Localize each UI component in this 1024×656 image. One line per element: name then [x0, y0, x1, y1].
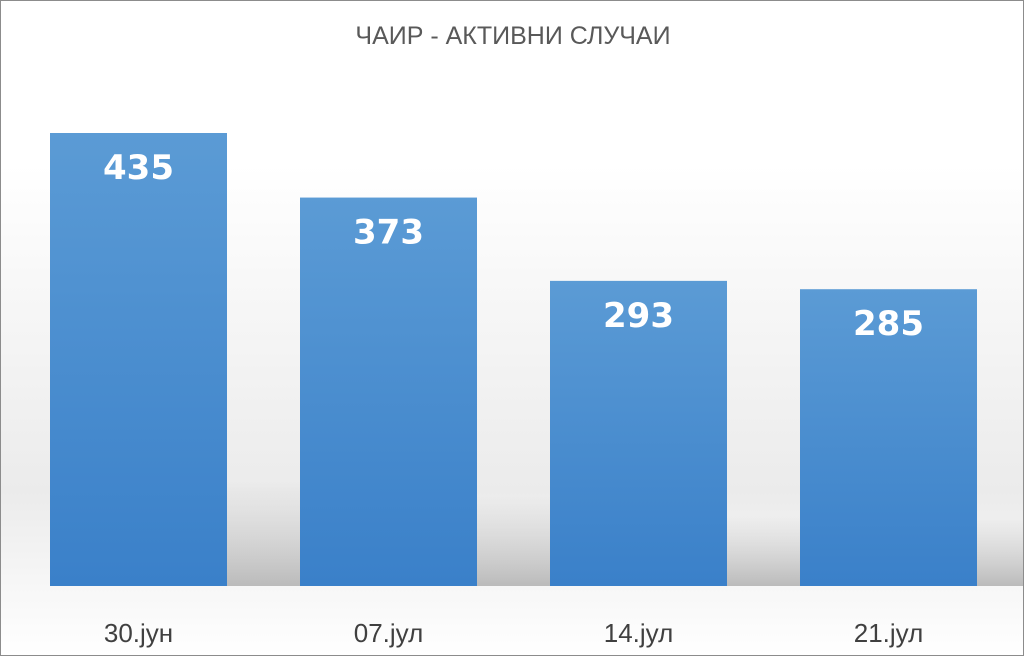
value-label: 373 [353, 213, 424, 253]
bar-shadow [477, 496, 552, 586]
x-tick-label: 07.јул [354, 618, 424, 648]
x-tick-label: 14.јул [604, 618, 674, 648]
value-label: 293 [603, 296, 674, 336]
x-tick-labels: 30.јун 07.јул 14.јул 21.јул [104, 618, 923, 648]
bar [300, 197, 477, 586]
bar [50, 133, 227, 586]
bar [800, 289, 977, 586]
bar-shadows [227, 481, 1023, 586]
value-label: 435 [103, 148, 174, 188]
x-tick-label: 21.јул [854, 618, 924, 648]
bar-shadow [227, 481, 302, 586]
chart-title: ЧАИР - АКТИВНИ СЛУЧАИ [355, 22, 670, 50]
x-tick-label: 30.јун [104, 618, 173, 648]
bar-shadow [727, 515, 802, 586]
bar [550, 280, 727, 586]
bar-shadow [977, 517, 1023, 586]
bars [50, 133, 977, 586]
value-label: 285 [853, 304, 924, 344]
value-labels: 435 373 293 285 [103, 148, 924, 344]
